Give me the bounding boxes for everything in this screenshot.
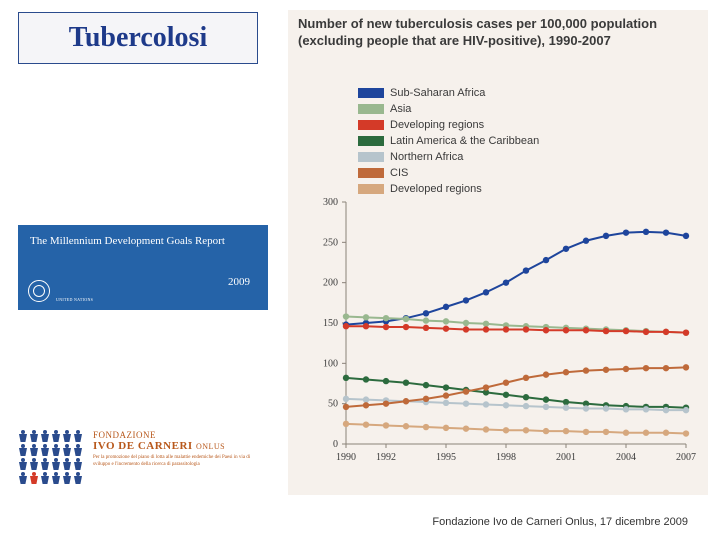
foundation-logo: FONDAZIONE IVO DE CARNERI ONLUS Per la p… <box>18 430 253 485</box>
tb-chart: Number of new tuberculosis cases per 100… <box>288 10 708 495</box>
svg-text:1998: 1998 <box>496 452 516 463</box>
chart-title: Number of new tuberculosis cases per 100… <box>288 10 708 54</box>
svg-text:2004: 2004 <box>616 452 636 463</box>
chart-plot: 0 50 100 150 200 250 300 1990 1992 1995 1998 2001 20… <box>298 82 698 472</box>
svg-text:50: 50 <box>328 399 338 410</box>
foundation-tagline: Per la promozione del piano di lotta all… <box>93 455 253 468</box>
un-label: UNITED NATIONS <box>56 297 93 302</box>
svg-text:1990: 1990 <box>336 452 356 463</box>
svg-text:2007: 2007 <box>676 452 696 463</box>
foundation-line2: IVO DE CARNERI ONLUS <box>93 440 253 452</box>
mdg-title: The Millennium Development Goals Report <box>30 235 256 247</box>
svg-text:2001: 2001 <box>556 452 576 463</box>
footer-text: Fondazione Ivo de Carneri Onlus, 17 dice… <box>432 516 688 528</box>
svg-text:100: 100 <box>323 358 338 369</box>
svg-text:150: 150 <box>323 318 338 329</box>
foundation-line1: FONDAZIONE <box>93 430 253 440</box>
page-title: Tubercolosi <box>69 22 207 54</box>
svg-text:250: 250 <box>323 237 338 248</box>
foundation-people-icon <box>18 430 83 485</box>
svg-text:300: 300 <box>323 197 338 208</box>
svg-text:1995: 1995 <box>436 452 456 463</box>
mdg-report-box: The Millennium Development Goals Report … <box>18 225 268 310</box>
mdg-year: 2009 <box>228 276 250 288</box>
un-logo-icon <box>28 280 50 302</box>
title-box: Tubercolosi <box>18 12 258 64</box>
svg-text:0: 0 <box>333 439 338 450</box>
svg-text:1992: 1992 <box>376 452 396 463</box>
foundation-text: FONDAZIONE IVO DE CARNERI ONLUS Per la p… <box>93 430 253 468</box>
svg-text:200: 200 <box>323 278 338 289</box>
